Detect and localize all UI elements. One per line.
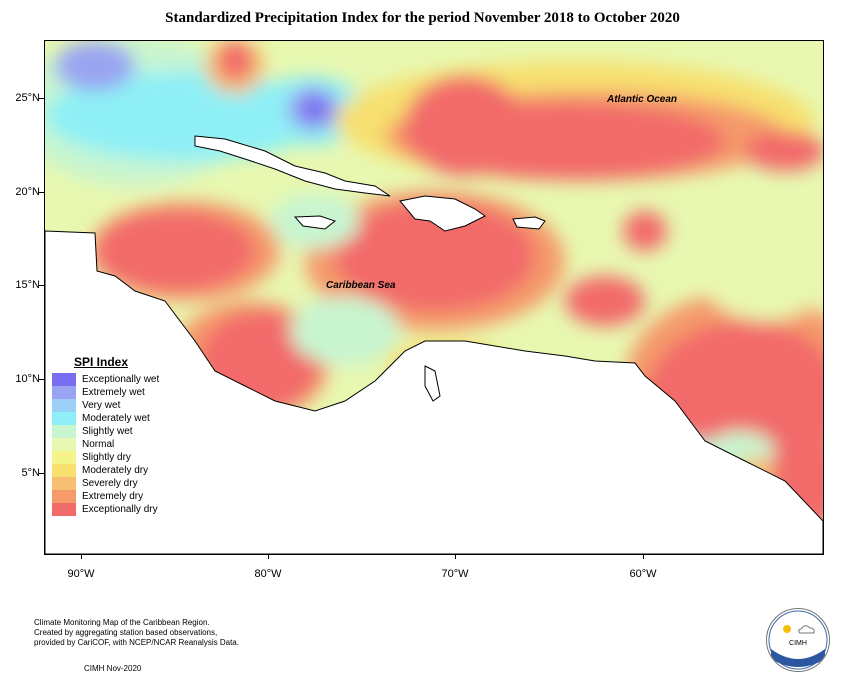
lon-label-90w: 90°W [67, 568, 95, 580]
lon-tick [643, 554, 644, 559]
legend-label: Extremely dry [82, 491, 144, 502]
legend-items: Exceptionally wet Extremely wet Very wet Mo… [52, 373, 202, 516]
spi-legend: SPI Index Exceptionally wet Extremely wet… [52, 355, 202, 516]
lat-tick [39, 98, 44, 99]
lat-label-10n: 10°N [15, 373, 40, 385]
legend-swatch [52, 438, 76, 451]
land-masses [45, 135, 823, 554]
sun-icon [783, 625, 791, 633]
legend-item: Exceptionally wet [52, 373, 202, 386]
legend-swatch [52, 412, 76, 425]
footer-line-1: Climate Monitoring Map of the Caribbean … [34, 618, 210, 627]
footer-date: CIMH Nov-2020 [84, 664, 142, 673]
lat-tick [39, 285, 44, 286]
lon-tick [268, 554, 269, 559]
legend-swatch [52, 386, 76, 399]
caribbean-sea-label: Caribbean Sea [326, 280, 396, 291]
legend-label: Exceptionally dry [82, 504, 158, 515]
lon-label-80w: 80°W [254, 568, 282, 580]
legend-item: Normal [52, 438, 202, 451]
legend-item: Very wet [52, 399, 202, 412]
legend-item: Moderately wet [52, 412, 202, 425]
legend-swatch [52, 373, 76, 386]
lon-label-60w: 60°W [629, 568, 657, 580]
legend-item: Exceptionally dry [52, 503, 202, 516]
legend-item: Slightly dry [52, 451, 202, 464]
lat-tick [39, 473, 44, 474]
legend-swatch [52, 503, 76, 516]
legend-item: Severely dry [52, 477, 202, 490]
lon-label-70w: 70°W [441, 568, 469, 580]
map-title: Standardized Precipitation Index for the… [165, 10, 680, 26]
lat-label-5n: 5°N [21, 467, 40, 479]
legend-label: Moderately dry [82, 465, 149, 476]
footer-notes: Climate Monitoring Map of the Caribbean … [34, 618, 239, 648]
spi-field [45, 41, 823, 531]
legend-label: Exceptionally wet [82, 374, 160, 385]
legend-swatch [52, 451, 76, 464]
legend-item: Extremely wet [52, 386, 202, 399]
legend-swatch [52, 399, 76, 412]
legend-item: Extremely dry [52, 490, 202, 503]
footer-line-3: provided by CariCOF, with NCEP/NCAR Rean… [34, 638, 239, 647]
legend-swatch [52, 490, 76, 503]
footer-line-2: Created by aggregating station based obs… [34, 628, 218, 637]
legend-label: Very wet [82, 400, 121, 411]
legend-swatch [52, 477, 76, 490]
legend-label: Severely dry [82, 478, 138, 489]
cimh-logo-graphic: CIMH [768, 610, 828, 670]
lon-tick [81, 554, 82, 559]
legend-item: Moderately dry [52, 464, 202, 477]
legend-label: Slightly wet [82, 426, 133, 437]
legend-swatch [52, 425, 76, 438]
lat-tick [39, 379, 44, 380]
logo-text: CIMH [789, 640, 807, 647]
legend-title: SPI Index [74, 355, 129, 369]
atlantic-ocean-label: Atlantic Ocean [607, 94, 678, 105]
lat-label-25n: 25°N [15, 92, 40, 104]
legend-item: Slightly wet [52, 425, 202, 438]
spi-map-surface [45, 41, 823, 554]
cimh-logo: CIMH [766, 608, 830, 672]
legend-swatch [52, 464, 76, 477]
lat-label-20n: 20°N [15, 186, 40, 198]
lat-tick [39, 192, 44, 193]
spi-map [44, 40, 824, 555]
legend-label: Moderately wet [82, 413, 150, 424]
cloud-icon [798, 625, 815, 634]
lat-label-15n: 15°N [15, 279, 40, 291]
lon-tick [455, 554, 456, 559]
legend-label: Normal [82, 439, 115, 450]
legend-label: Slightly dry [82, 452, 131, 463]
legend-label: Extremely wet [82, 387, 145, 398]
